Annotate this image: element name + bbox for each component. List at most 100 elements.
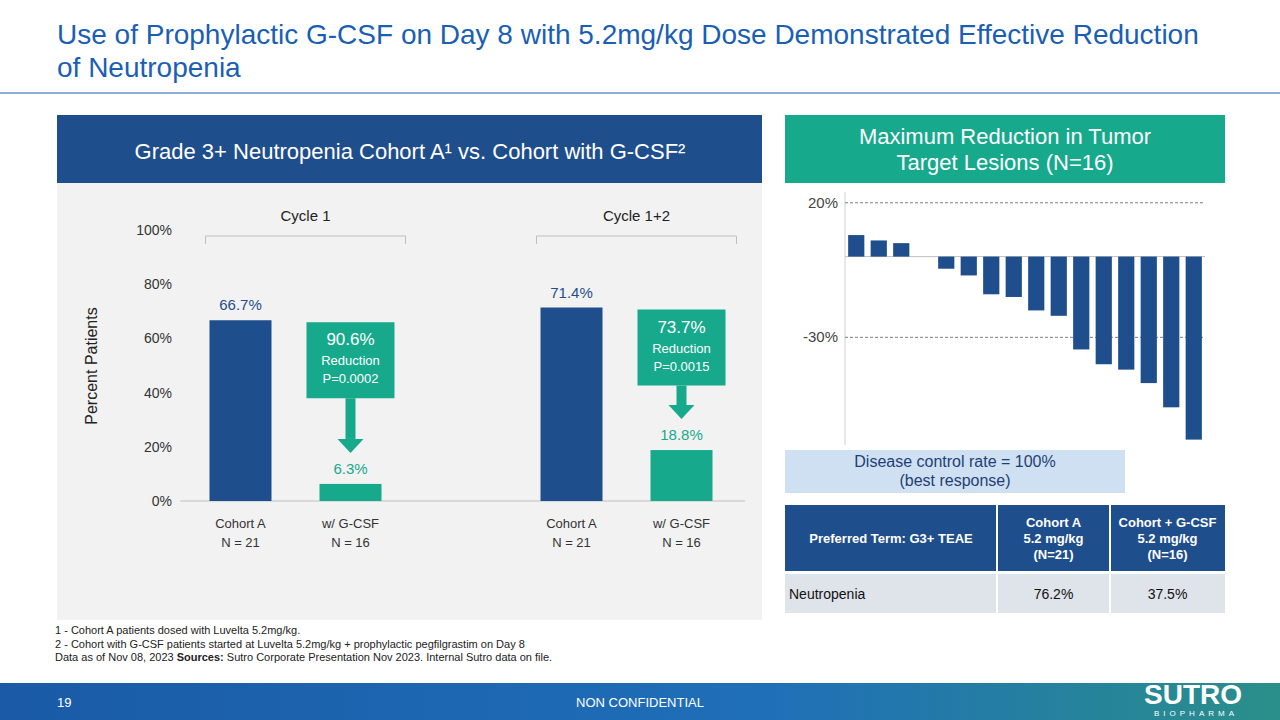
category-note: N = 16	[662, 535, 701, 550]
category-note: N = 21	[221, 535, 260, 550]
bar	[916, 256, 932, 257]
table-row-bg	[785, 574, 1225, 613]
page-number: 19	[57, 695, 71, 710]
bar	[1006, 257, 1022, 297]
y-axis-title: Percent Patients	[83, 307, 100, 424]
bars	[210, 308, 713, 501]
annotation-box	[638, 310, 726, 386]
annotation-p-value: P=0.0015	[653, 359, 709, 374]
footer-band	[0, 683, 1280, 720]
data-label: 71.4%	[550, 284, 593, 301]
bar	[1096, 257, 1112, 365]
grid-line	[845, 202, 1205, 203]
bar	[848, 235, 864, 257]
panel-header	[785, 115, 1225, 183]
table-header: 5.2 mg/kg	[1138, 531, 1198, 546]
table-separator	[785, 571, 1225, 574]
annotation-arrow-head	[669, 405, 695, 419]
bar	[320, 484, 382, 501]
group-bracket	[206, 236, 406, 244]
annotation-arrow-head	[338, 439, 364, 453]
bars	[848, 235, 1202, 440]
y-tick-label: 100%	[136, 222, 172, 238]
x-tick-label: w/ G-CSF	[321, 516, 379, 531]
table-header-bg	[785, 505, 1225, 571]
chart-title: Grade 3+ Neutropenia Cohort A¹ vs. Cohor…	[135, 139, 686, 164]
bar	[210, 320, 272, 501]
bar	[651, 450, 713, 501]
y-tick-label: 80%	[144, 276, 172, 292]
y-tick-label: 60%	[144, 330, 172, 346]
bar	[1163, 257, 1179, 408]
table-separator	[996, 505, 998, 613]
bar	[1141, 257, 1157, 384]
table-cell: 37.5%	[1148, 586, 1188, 602]
group-bracket	[537, 236, 737, 244]
footnote-part: Sutro Corporate Presentation Nov 2023. I…	[227, 651, 552, 663]
footnote-part: Sources:	[177, 651, 227, 663]
category-note: N = 21	[552, 535, 591, 550]
logo-sub: BIOPHARMA	[1154, 709, 1238, 718]
annotation-box	[785, 450, 1125, 493]
footnote: Data as of Nov 08, 2023 Sources: Sutro C…	[55, 651, 552, 663]
category-note: N = 16	[331, 535, 370, 550]
bar	[1028, 257, 1044, 311]
footnote: 2 - Cohort with G-CSF patients started a…	[55, 638, 525, 650]
annotation-text: Reduction	[652, 341, 711, 356]
text-line: Grade 3+ Neutropenia Cohort A¹ vs. Cohor…	[135, 139, 686, 164]
panel-body	[57, 183, 762, 620]
slide: Use of Prophylactic G-CSF on Day 8 with …	[0, 0, 1280, 720]
annotation-text: Reduction	[321, 353, 380, 368]
annotation-arrow-shaft	[677, 386, 687, 406]
y-tick-label: -30%	[803, 328, 838, 345]
bar	[938, 257, 954, 269]
annotation-note: (best response)	[899, 472, 1010, 489]
y-axis-line	[845, 192, 846, 445]
bar	[1073, 257, 1089, 350]
data-label: 6.3%	[333, 460, 367, 477]
text-line: Maximum Reduction in Tumor	[859, 124, 1151, 149]
x-tick-label: Cohort A	[546, 516, 597, 531]
data-label: 18.8%	[660, 426, 703, 443]
annotation-value: 73.7%	[657, 318, 705, 337]
annotation-p-value: P=0.0002	[322, 371, 378, 386]
annotation-box	[307, 322, 395, 398]
annotation-text: Disease control rate = 100%	[854, 453, 1055, 470]
text-line: of Neutropenia	[57, 52, 241, 83]
y-tick-label: 40%	[144, 385, 172, 401]
text-line: Target Lesions (N=16)	[896, 150, 1113, 175]
bar	[961, 257, 977, 276]
y-tick-label: 0%	[152, 493, 172, 509]
table-header: Preferred Term: G3+ TEAE	[809, 531, 973, 546]
table-separator	[1109, 505, 1111, 613]
table-header: (N=21)	[1033, 547, 1073, 562]
x-tick-label: w/ G-CSF	[652, 516, 710, 531]
bar	[541, 308, 603, 501]
group-label: Cycle 1+2	[603, 207, 670, 224]
table-cell: Neutropenia	[789, 586, 865, 602]
table-header: Cohort A	[1026, 515, 1082, 530]
classification: NON CONFIDENTIAL	[576, 695, 704, 710]
bar	[893, 243, 909, 256]
text-line: Use of Prophylactic G-CSF on Day 8 with …	[57, 19, 1199, 50]
slide-title: Use of Prophylactic G-CSF on Day 8 with …	[57, 19, 1199, 83]
y-tick-label: 20%	[808, 194, 838, 211]
footnote: 1 - Cohort A patients dosed with Luvelta…	[55, 624, 300, 636]
y-tick-label: 20%	[144, 439, 172, 455]
table-header: Cohort + G-CSF	[1119, 515, 1217, 530]
footnote-part: Data as of Nov 08, 2023	[55, 651, 177, 663]
bar	[983, 257, 999, 295]
bar	[871, 240, 887, 256]
title-rule	[0, 92, 1280, 93]
bar	[1118, 257, 1134, 370]
bar	[1051, 257, 1067, 316]
table-header: (N=16)	[1147, 547, 1187, 562]
x-tick-label: Cohort A	[215, 516, 266, 531]
table-header: 5.2 mg/kg	[1024, 531, 1084, 546]
bar	[1186, 257, 1202, 440]
group-label: Cycle 1	[280, 207, 330, 224]
annotation-arrow-shaft	[346, 398, 356, 439]
annotation-value: 90.6%	[326, 330, 374, 349]
data-label: 66.7%	[219, 296, 262, 313]
panel-header	[57, 115, 762, 183]
